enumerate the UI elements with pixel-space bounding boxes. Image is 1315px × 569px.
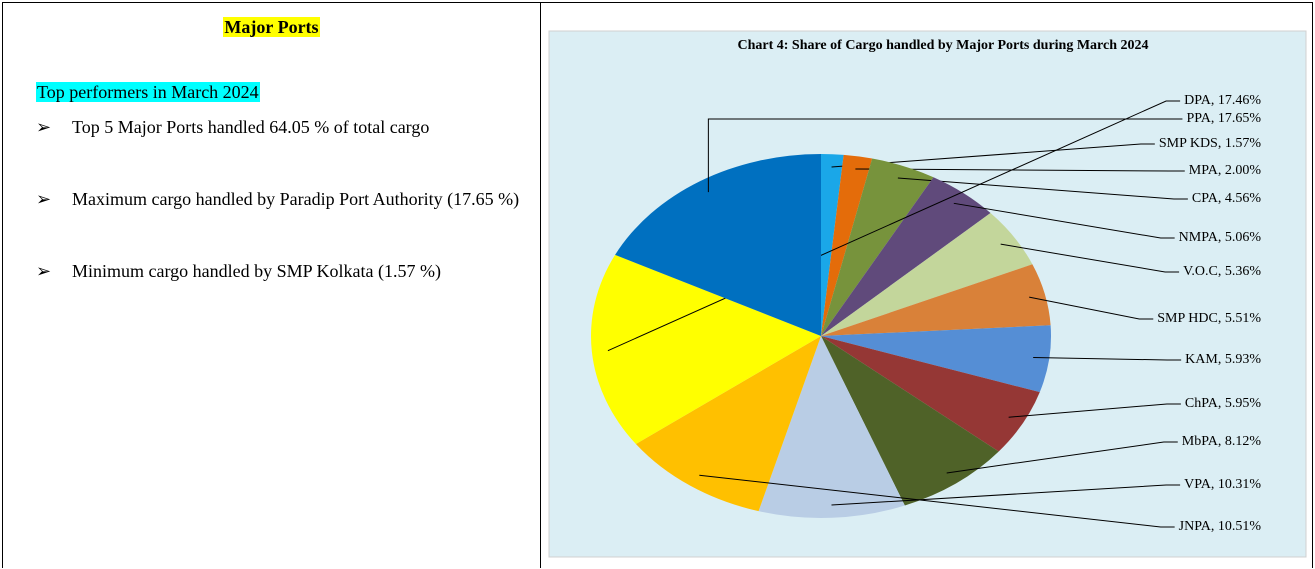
leader-line — [1029, 296, 1154, 320]
pie-slice — [821, 336, 1040, 452]
leader-line — [831, 484, 1181, 506]
data-label: VPA, 10.31% — [1184, 477, 1261, 492]
data-label: DPA, 17.46% — [1184, 93, 1261, 108]
heading: Major Ports — [3, 17, 540, 38]
data-label: JNPA, 10.51% — [1179, 519, 1262, 534]
divider — [540, 3, 541, 568]
pie-slice — [591, 254, 821, 445]
bullet-text: Maximum cargo handled by Paradip Port Au… — [72, 189, 520, 209]
bullet: ➢ Minimum cargo handled by SMP Kolkata (1… — [36, 259, 524, 283]
pie-slice — [821, 177, 991, 336]
leader-line — [699, 474, 1175, 528]
bullet-text: Top 5 Major Ports handled 64.05 % of tot… — [72, 117, 430, 137]
leader-line — [707, 118, 1183, 193]
chart-title: Chart 4: Share of Cargo handled by Major… — [737, 38, 1148, 53]
data-label: CPA, 4.56% — [1192, 191, 1261, 206]
pie-slice — [821, 154, 873, 336]
data-label: PPA, 17.65% — [1186, 111, 1261, 126]
data-label: SMP HDC, 5.51% — [1157, 311, 1261, 326]
bullet-symbol: ➢ — [36, 117, 52, 137]
subheading-text: Top performers in March 2024 — [36, 82, 260, 102]
leader-line — [1008, 403, 1181, 418]
data-label: ChPA, 5.95% — [1185, 396, 1261, 411]
bullet-text: Minimum cargo handled by SMP Kolkata (1.… — [72, 261, 441, 281]
leader-line — [831, 143, 1155, 168]
bullet-symbol: ➢ — [36, 189, 52, 209]
leader-line — [855, 168, 1185, 172]
leader-line — [1000, 243, 1180, 273]
leader-line — [953, 202, 1175, 239]
bullet: ➢ Maximum cargo handled by Paradip Port A… — [36, 187, 524, 211]
data-label: V.O.C, 5.36% — [1183, 264, 1261, 279]
pie-slice — [635, 336, 821, 512]
pie-slice — [821, 158, 934, 336]
pie-slice — [821, 213, 1033, 336]
chart: Chart 4: Share of Cargo handled by Major… — [548, 30, 1307, 558]
pie-slice — [821, 264, 1051, 336]
subheading: Top performers in March 2024 — [36, 82, 260, 103]
pie-slice — [758, 336, 905, 518]
bullet: ➢ Top 5 Major Ports handled 64.05 % of to… — [36, 115, 524, 139]
leader-line — [946, 441, 1178, 474]
pie-slice — [615, 154, 821, 336]
data-label: KAM, 5.93% — [1185, 352, 1261, 367]
pie-slice — [821, 336, 999, 506]
leader-line — [897, 177, 1188, 200]
data-label: MPA, 2.00% — [1189, 163, 1262, 178]
data-label: NMPA, 5.06% — [1179, 230, 1262, 245]
data-label: SMP KDS, 1.57% — [1159, 136, 1262, 151]
data-label: MbPA, 8.12% — [1182, 434, 1262, 449]
heading-text: Major Ports — [223, 17, 320, 37]
pie-slice — [821, 325, 1051, 393]
pie-slice — [821, 154, 844, 336]
bullet-symbol: ➢ — [36, 261, 52, 281]
leader-line — [1033, 357, 1182, 361]
